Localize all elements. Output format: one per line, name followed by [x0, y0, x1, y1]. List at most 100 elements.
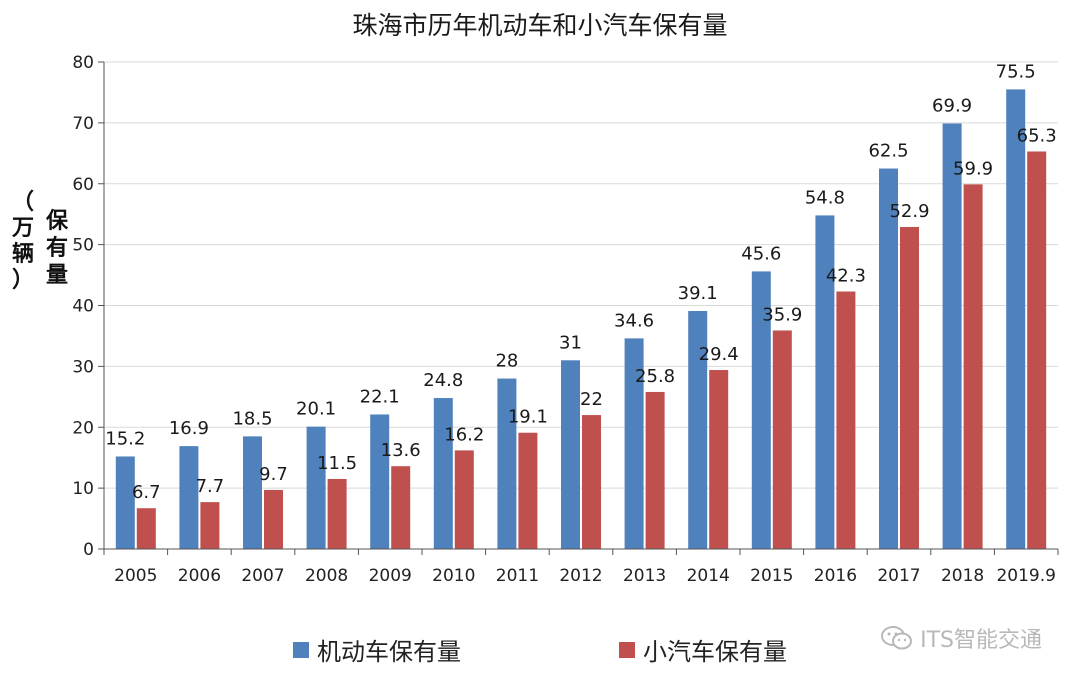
- bar-cars: [582, 415, 601, 549]
- wechat-icon: [881, 626, 913, 650]
- bar-cars: [454, 450, 474, 549]
- data-label: 20.1: [296, 399, 336, 420]
- y-tick-label: 50: [72, 236, 94, 256]
- bar-cars: [900, 226, 919, 549]
- axes: 0 10 20 30 40 50 60 70 80 2005 2006 2007 2008 2009 201…: [72, 53, 1059, 586]
- bar-motor-vehicles: [688, 310, 708, 549]
- data-label: 28: [495, 351, 518, 372]
- x-tick-label: 2017: [877, 566, 920, 586]
- legend-swatch: [619, 641, 635, 658]
- bar-motor-vehicles: [306, 426, 326, 549]
- bar-cars: [264, 489, 283, 549]
- legend-label: 机动车保有量: [317, 638, 461, 666]
- x-tick-label: 2007: [241, 566, 284, 586]
- x-tick-label: 2018: [941, 566, 984, 586]
- data-label: 35.9: [762, 304, 802, 325]
- data-label: 39.1: [678, 283, 718, 304]
- data-label: 13.6: [381, 440, 421, 461]
- y-tick-label: 10: [72, 479, 94, 499]
- data-label: 45.6: [741, 243, 781, 264]
- data-label: 25.8: [635, 366, 675, 387]
- watermark: ITS智能交通: [880, 622, 1042, 654]
- bar-cars: [1027, 151, 1047, 549]
- y-tick-label: 0: [83, 540, 94, 560]
- bar-cars: [836, 291, 856, 549]
- x-tick-label: 2013: [623, 566, 666, 586]
- x-tick-label: 2015: [750, 566, 793, 586]
- data-label: 65.3: [1017, 125, 1057, 146]
- grid-lines: [104, 61, 1058, 489]
- y-tick-label: 70: [72, 114, 94, 134]
- x-tick-label: 2011: [496, 566, 539, 586]
- legend: 机动车保有量 小汽车保有量: [0, 632, 1080, 667]
- x-tick-label: 2014: [687, 566, 730, 586]
- y-axis-label: 保有量: [45, 209, 68, 288]
- x-tick-label: 2012: [559, 566, 602, 586]
- bars: [115, 89, 1047, 550]
- y-axis-unit: （万辆）: [11, 190, 34, 293]
- x-tick-label: 2005: [114, 566, 157, 586]
- data-label: 11.5: [317, 453, 357, 474]
- chart-title: 珠海市历年机动车和小汽车保有量: [352, 11, 728, 40]
- data-label: 34.6: [614, 310, 654, 331]
- data-label: 54.8: [805, 187, 845, 208]
- x-tick-label: 2016: [814, 566, 857, 586]
- bar-motor-vehicles: [497, 378, 517, 549]
- data-label: 16.9: [169, 418, 209, 439]
- bar-cars: [327, 478, 347, 549]
- y-tick-label: 40: [72, 297, 94, 317]
- legend-item-motor-vehicles: 机动车保有量: [293, 632, 461, 667]
- data-label: 69.9: [932, 95, 972, 116]
- bar-motor-vehicles: [433, 398, 453, 549]
- data-label: 7.7: [196, 476, 225, 497]
- legend-label: 小汽车保有量: [643, 638, 787, 666]
- y-tick-label: 60: [72, 175, 94, 195]
- bar-cars: [772, 330, 792, 549]
- data-label: 75.5: [996, 61, 1036, 82]
- y-tick-label: 80: [72, 53, 94, 73]
- x-tick-label: 2019.9: [996, 566, 1055, 586]
- x-tick-label: 2010: [432, 566, 475, 586]
- data-label: 22: [580, 389, 603, 410]
- bar-cars: [518, 432, 538, 549]
- bar-motor-vehicles: [561, 360, 580, 549]
- bar-cars: [200, 502, 220, 549]
- data-label: 22.1: [360, 386, 400, 407]
- bar-cars: [963, 184, 983, 549]
- y-tick-label: 20: [72, 418, 94, 438]
- bar-motor-vehicles: [815, 215, 835, 549]
- y-tick-label: 30: [72, 357, 94, 377]
- data-label: 52.9: [889, 201, 929, 222]
- data-label: 29.4: [699, 344, 739, 365]
- data-label: 15.2: [105, 428, 145, 449]
- data-labels: 15.2 6.7 16.9 7.7 18.5 9.7 20.1 11.5 22.1 13.6 24.…: [105, 61, 1056, 503]
- data-label: 6.7: [132, 482, 161, 503]
- watermark-text: ITS智能交通: [920, 628, 1042, 653]
- bar-motor-vehicles: [179, 446, 199, 549]
- bar-cars: [645, 391, 665, 549]
- data-label: 31: [559, 332, 582, 353]
- data-label: 42.3: [826, 265, 866, 286]
- x-tick-label: 2006: [178, 566, 221, 586]
- data-label: 19.1: [508, 407, 548, 428]
- bar-cars: [709, 370, 729, 549]
- data-label: 16.2: [444, 424, 484, 445]
- bar-motor-vehicles: [942, 123, 962, 549]
- data-label: 59.9: [953, 158, 993, 179]
- data-label: 18.5: [232, 408, 272, 429]
- bar-motor-vehicles: [879, 168, 898, 549]
- bar-motor-vehicles: [1006, 89, 1026, 550]
- bar-cars: [136, 508, 156, 549]
- bar-motor-vehicles: [243, 436, 262, 549]
- legend-swatch: [293, 641, 309, 658]
- data-label: 24.8: [423, 370, 463, 391]
- data-label: 62.5: [868, 141, 908, 162]
- legend-item-cars: 小汽车保有量: [619, 632, 787, 667]
- bar-motor-vehicles: [751, 271, 771, 549]
- data-label: 9.7: [259, 464, 288, 485]
- bar-motor-vehicles: [624, 338, 644, 549]
- bar-motor-vehicles: [370, 414, 390, 549]
- bar-cars: [391, 466, 411, 549]
- bar-motor-vehicles: [115, 456, 135, 549]
